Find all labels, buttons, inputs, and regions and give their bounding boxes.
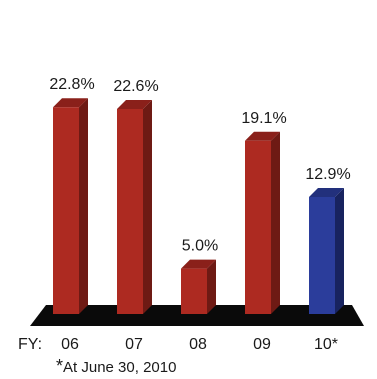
value-label: 22.8% (49, 76, 94, 93)
bar-09 (245, 131, 280, 314)
footnote: *At June 30, 2010 (56, 356, 176, 377)
x-tick-label: 09 (253, 336, 271, 353)
x-tick-label: 08 (189, 336, 207, 353)
bar-06 (53, 98, 88, 314)
bar-front-face (117, 109, 143, 314)
value-label: 19.1% (241, 110, 286, 127)
bar-top-face (53, 98, 88, 108)
bar-top-face (181, 259, 216, 269)
footnote-marker: * (56, 356, 64, 376)
bar-top-face (117, 100, 152, 110)
bar-front-face (245, 140, 271, 314)
x-tick-label: 06 (61, 336, 79, 353)
value-label-group: 22.8% 22.6% 5.0% 19.1% 12.9% (49, 76, 350, 254)
bar-side-face (143, 100, 152, 314)
bar-08 (181, 259, 216, 314)
footnote-text: At June 30, 2010 (63, 359, 177, 376)
bar-07 (117, 100, 152, 314)
value-label: 12.9% (305, 166, 350, 183)
chart-floor (30, 305, 364, 326)
value-label: 5.0% (182, 238, 218, 255)
bar-front-face (309, 196, 335, 314)
bar-top-face (309, 187, 344, 197)
bar-10 (309, 187, 344, 314)
bar-front-face (53, 107, 79, 314)
bar-top-face (245, 131, 280, 141)
bar-side-face (79, 98, 88, 314)
value-label: 22.6% (113, 78, 158, 95)
x-axis-prefix: FY: (18, 336, 42, 353)
bar-side-face (271, 131, 280, 314)
x-axis: FY: 06 07 08 09 10* (18, 336, 338, 353)
bar-side-face (207, 259, 216, 314)
bar-group (53, 98, 344, 314)
bar-front-face (181, 268, 207, 314)
x-tick-label: 07 (125, 336, 143, 353)
x-tick-label: 10* (314, 336, 338, 353)
bar-side-face (335, 187, 344, 314)
